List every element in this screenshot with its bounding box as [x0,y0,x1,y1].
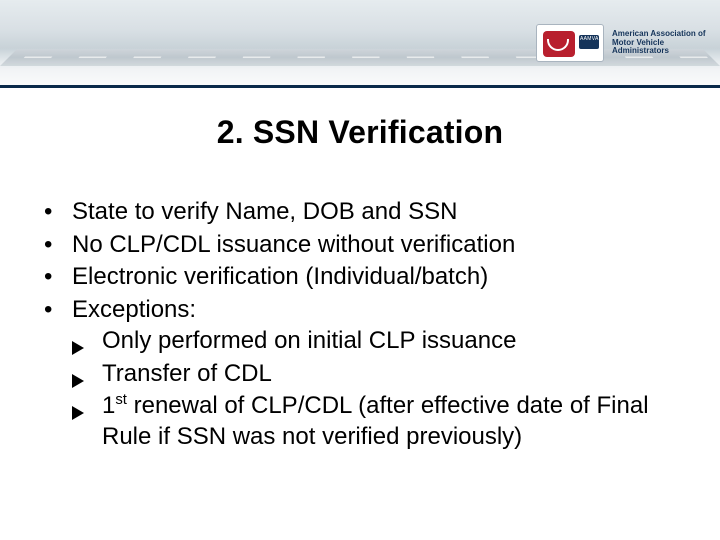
aamva-plate-icon [579,35,599,49]
org-name-line2: Motor Vehicle Administrators [612,39,708,56]
sub-bullet-item: Only performed on initial CLP issuance [72,326,676,357]
sub-bullet-text: Only performed on initial CLP issuance [102,327,516,354]
aamva-logo-mark [536,24,604,62]
sub-bullet-item: Transfer of CDL [72,359,676,390]
bullet-text: Exceptions: [72,296,196,323]
bullet-list: State to verify Name, DOB and SSN No CLP… [44,197,676,453]
bullet-item: Exceptions: Only performed on initial CL… [44,295,676,453]
bullet-item: Electronic verification (Individual/batc… [44,262,676,293]
sub-bullet-item: 1st renewal of CLP/CDL (after effective … [72,391,676,452]
sub-bullet-text: Transfer of CDL [102,360,272,387]
bullet-text: Electronic verification (Individual/batc… [72,263,488,290]
bullet-item: State to verify Name, DOB and SSN [44,197,676,228]
sub-bullet-text: renewal of CLP/CDL (after effective date… [102,392,649,450]
bullet-text: State to verify Name, DOB and SSN [72,198,458,225]
header-banner: American Association of Motor Vehicle Ad… [0,0,720,88]
org-name: American Association of Motor Vehicle Ad… [612,30,708,55]
slide: { "logo": { "org_line1": "American Assoc… [0,0,720,540]
sub-bullet-ordinal-suffix: st [115,392,127,408]
slide-title: 2. SSN Verification [0,114,720,151]
org-logo: American Association of Motor Vehicle Ad… [536,24,708,62]
sub-bullet-ordinal-prefix: 1 [102,392,115,419]
sub-bullet-list: Only performed on initial CLP issuance T… [72,326,676,453]
bullet-item: No CLP/CDL issuance without verification [44,230,676,261]
bullet-text: No CLP/CDL issuance without verification [72,231,515,258]
arrow-icon [72,397,92,428]
slide-body: State to verify Name, DOB and SSN No CLP… [44,197,676,453]
